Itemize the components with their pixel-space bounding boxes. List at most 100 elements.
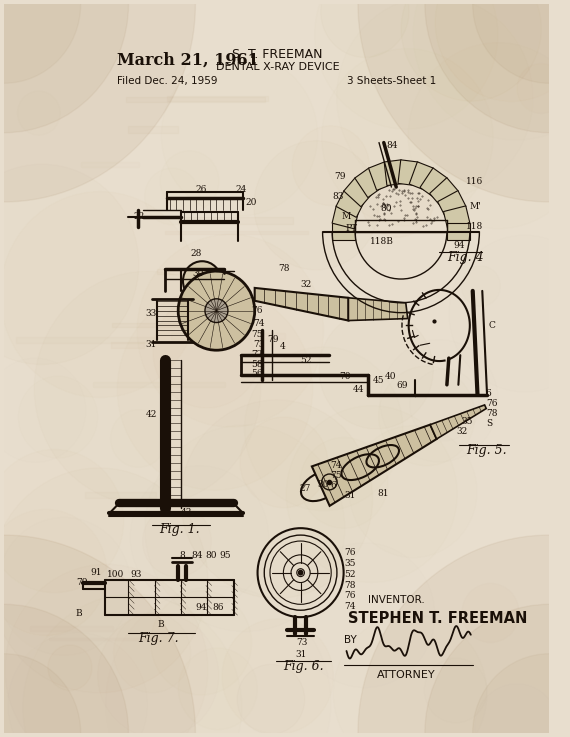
Text: 84: 84 xyxy=(386,141,398,150)
Text: DENTAL X-RAY DEVICE: DENTAL X-RAY DEVICE xyxy=(216,63,340,72)
Text: 83: 83 xyxy=(332,192,344,201)
Text: INVENTOR.: INVENTOR. xyxy=(368,595,424,605)
Text: Filed Dec. 24, 1959: Filed Dec. 24, 1959 xyxy=(117,77,218,86)
Text: B: B xyxy=(76,609,83,618)
Text: 44: 44 xyxy=(353,385,365,394)
Text: BY: BY xyxy=(344,635,356,645)
Polygon shape xyxy=(312,425,437,506)
Text: 72: 72 xyxy=(251,350,262,359)
Polygon shape xyxy=(332,223,355,240)
Circle shape xyxy=(425,604,570,737)
Polygon shape xyxy=(369,162,393,190)
Bar xyxy=(81,162,140,167)
Text: 79: 79 xyxy=(267,335,279,344)
Text: 6: 6 xyxy=(331,481,336,490)
Text: M': M' xyxy=(470,202,482,211)
Bar xyxy=(16,338,154,343)
Text: 31: 31 xyxy=(345,491,356,500)
Text: 75: 75 xyxy=(251,330,263,340)
Polygon shape xyxy=(409,162,433,190)
Text: 24: 24 xyxy=(235,185,247,194)
Polygon shape xyxy=(255,288,348,321)
Text: 27: 27 xyxy=(300,483,311,493)
Text: 76: 76 xyxy=(345,548,356,557)
Text: 76: 76 xyxy=(345,592,356,601)
Text: 3 Sheets-Sheet 1: 3 Sheets-Sheet 1 xyxy=(347,77,437,86)
Text: 94: 94 xyxy=(454,242,465,251)
Text: 80: 80 xyxy=(380,204,392,213)
Polygon shape xyxy=(447,223,470,240)
Text: 94: 94 xyxy=(196,604,207,612)
Circle shape xyxy=(298,570,303,576)
Text: 93: 93 xyxy=(131,570,142,579)
Text: ATTORNEY: ATTORNEY xyxy=(376,669,435,680)
Text: 52: 52 xyxy=(300,356,312,365)
Circle shape xyxy=(178,271,255,350)
Text: 78: 78 xyxy=(486,409,498,418)
Circle shape xyxy=(358,0,570,202)
Circle shape xyxy=(0,535,196,737)
Text: 70: 70 xyxy=(339,372,351,381)
Text: 4: 4 xyxy=(279,342,286,352)
Text: B: B xyxy=(157,620,164,629)
Text: 6: 6 xyxy=(486,389,491,398)
Text: 22: 22 xyxy=(133,212,145,221)
Text: S. T. FREEMAN: S. T. FREEMAN xyxy=(233,48,323,60)
Text: 84: 84 xyxy=(192,551,203,560)
Bar xyxy=(165,231,308,234)
Bar xyxy=(111,342,144,348)
Bar xyxy=(112,323,214,327)
Text: 69: 69 xyxy=(396,381,408,390)
Text: 74: 74 xyxy=(345,602,356,611)
Bar xyxy=(168,96,268,101)
Text: 8: 8 xyxy=(179,551,185,560)
Text: 28: 28 xyxy=(190,249,202,259)
Text: 35: 35 xyxy=(462,416,473,426)
Bar xyxy=(170,333,286,339)
Text: M: M xyxy=(341,212,351,221)
Text: 33: 33 xyxy=(146,309,157,318)
Text: 31: 31 xyxy=(296,650,307,659)
Text: 32: 32 xyxy=(457,427,468,436)
Text: Fig. 4: Fig. 4 xyxy=(447,251,483,265)
Circle shape xyxy=(425,0,570,133)
Polygon shape xyxy=(348,298,408,321)
Text: 118B: 118B xyxy=(370,237,394,245)
Text: 56: 56 xyxy=(251,369,263,378)
Text: 81: 81 xyxy=(377,489,389,497)
Text: 86: 86 xyxy=(213,604,224,612)
Circle shape xyxy=(205,298,228,323)
Bar xyxy=(30,626,113,631)
Text: PT: PT xyxy=(345,223,357,233)
Polygon shape xyxy=(332,206,359,229)
Polygon shape xyxy=(355,168,382,198)
Text: 74: 74 xyxy=(331,461,342,470)
Text: 78: 78 xyxy=(345,581,356,590)
Circle shape xyxy=(183,261,221,301)
Polygon shape xyxy=(438,191,466,217)
Bar xyxy=(93,382,225,388)
Polygon shape xyxy=(384,160,404,186)
Text: 30: 30 xyxy=(193,269,204,278)
Text: 80: 80 xyxy=(205,551,217,560)
Polygon shape xyxy=(420,168,447,198)
Circle shape xyxy=(0,0,196,202)
Text: 30: 30 xyxy=(317,480,329,489)
Text: 91: 91 xyxy=(90,567,101,577)
Polygon shape xyxy=(336,191,364,217)
Bar xyxy=(128,127,177,133)
Bar xyxy=(126,97,265,102)
Text: 116: 116 xyxy=(466,177,483,186)
Polygon shape xyxy=(443,206,470,229)
Bar xyxy=(157,270,186,274)
Text: Fig. 1.: Fig. 1. xyxy=(159,523,199,537)
Text: 45: 45 xyxy=(372,376,384,385)
Text: Fig. 5.: Fig. 5. xyxy=(466,444,507,457)
Circle shape xyxy=(194,273,210,289)
Text: 118: 118 xyxy=(466,222,483,231)
Polygon shape xyxy=(344,178,372,207)
Text: 78: 78 xyxy=(279,264,290,273)
Text: Fig. 7.: Fig. 7. xyxy=(138,632,178,645)
Text: 79: 79 xyxy=(76,578,87,587)
Polygon shape xyxy=(430,405,486,439)
